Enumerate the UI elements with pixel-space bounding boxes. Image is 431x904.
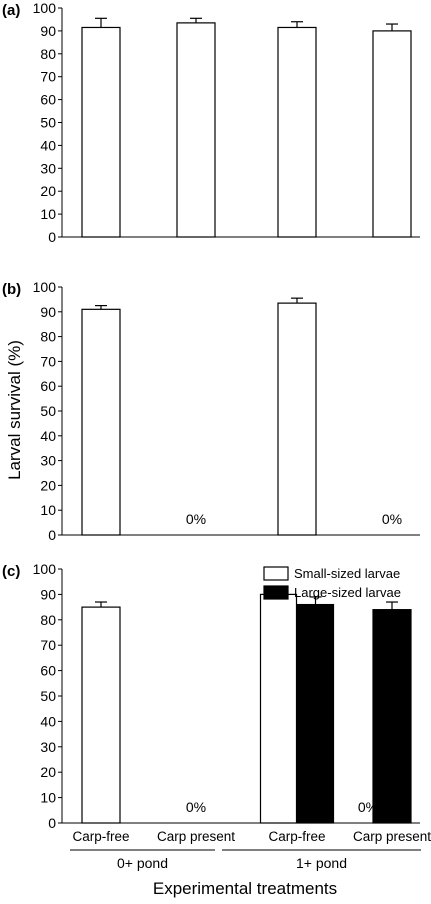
y-tick-label: 0 bbox=[48, 527, 56, 543]
bar bbox=[296, 603, 335, 824]
x-axis-title: Experimental treatments bbox=[153, 879, 337, 898]
zero-percent-label: 0% bbox=[186, 799, 206, 815]
bar bbox=[81, 606, 121, 824]
zero-percent-label: 0% bbox=[382, 511, 402, 527]
y-tick-label: 10 bbox=[40, 502, 56, 518]
y-tick-label: 10 bbox=[40, 206, 56, 222]
y-tick-label: 100 bbox=[33, 279, 57, 295]
panel-c: (c) 0 10 20 30 40 50 60 70 80 90 100 0% 0% Small-sized… bbox=[2, 561, 420, 831]
y-tick-label: 60 bbox=[40, 92, 56, 108]
y-axis-title: Larval survival (%) bbox=[5, 340, 24, 480]
panel-label: (a) bbox=[2, 2, 20, 19]
y-tick-label: 0 bbox=[48, 229, 56, 245]
y-tick-label: 60 bbox=[40, 663, 56, 679]
y-tick-label: 30 bbox=[40, 160, 56, 176]
y-tick-label: 40 bbox=[40, 713, 56, 729]
bar bbox=[372, 609, 412, 824]
y-tick-label: 80 bbox=[40, 329, 56, 345]
category-label: Carp-free bbox=[268, 829, 325, 844]
y-tick-label: 20 bbox=[40, 477, 56, 493]
y-tick-label: 100 bbox=[33, 0, 57, 16]
panel-a: (a) 0 10 20 30 40 50 60 70 80 90 100 bbox=[2, 0, 420, 245]
bar bbox=[81, 308, 121, 536]
y-tick-label: 70 bbox=[40, 637, 56, 653]
panel-label: (b) bbox=[2, 281, 21, 298]
category-label: Carp-free bbox=[72, 829, 129, 844]
category-label: Carp present bbox=[157, 829, 235, 844]
y-tick-label: 60 bbox=[40, 378, 56, 394]
bar bbox=[277, 302, 317, 536]
zero-percent-label: 0% bbox=[358, 799, 378, 815]
bar bbox=[259, 593, 298, 824]
legend-swatch bbox=[263, 585, 289, 600]
legend-label: Large-sized larvae bbox=[294, 585, 401, 600]
y-tick-label: 90 bbox=[40, 23, 56, 39]
panel-label: (c) bbox=[2, 563, 20, 580]
y-tick-label: 50 bbox=[40, 403, 56, 419]
y-tick-label: 40 bbox=[40, 137, 56, 153]
y-tick-label: 90 bbox=[40, 586, 56, 602]
y-tick-label: 30 bbox=[40, 739, 56, 755]
legend-swatch bbox=[263, 566, 289, 581]
y-tick-label: 70 bbox=[40, 353, 56, 369]
group-label: 0+ pond bbox=[117, 855, 168, 871]
y-tick-label: 70 bbox=[40, 69, 56, 85]
legend-label: Small-sized larvae bbox=[294, 566, 400, 581]
panel-b: (b) 0 10 20 30 40 50 60 70 80 90 100 0% 0% bbox=[2, 279, 420, 543]
y-tick-label: 0 bbox=[48, 815, 56, 831]
y-tick-label: 20 bbox=[40, 183, 56, 199]
y-tick-label: 30 bbox=[40, 453, 56, 469]
bar bbox=[372, 30, 412, 238]
y-tick-label: 90 bbox=[40, 304, 56, 320]
bar bbox=[81, 26, 121, 238]
group-label: 1+ pond bbox=[296, 855, 347, 871]
y-tick-label: 10 bbox=[40, 790, 56, 806]
bar bbox=[277, 26, 317, 238]
y-tick-label: 50 bbox=[40, 115, 56, 131]
y-tick-label: 80 bbox=[40, 612, 56, 628]
y-tick-label: 20 bbox=[40, 764, 56, 780]
y-tick-label: 80 bbox=[40, 46, 56, 62]
category-label: Carp present bbox=[353, 829, 431, 844]
x-axis-categories: Carp-free Carp present Carp-free Carp prese… bbox=[70, 829, 431, 871]
zero-percent-label: 0% bbox=[186, 511, 206, 527]
y-tick-label: 50 bbox=[40, 688, 56, 704]
y-tick-label: 40 bbox=[40, 428, 56, 444]
bar bbox=[176, 22, 216, 238]
y-tick-label: 100 bbox=[33, 561, 57, 577]
